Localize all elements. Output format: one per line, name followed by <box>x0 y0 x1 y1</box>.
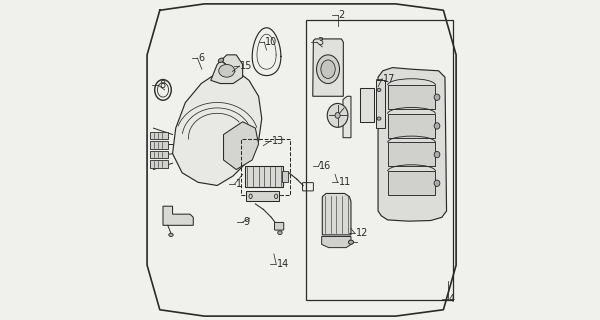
Text: 15: 15 <box>241 61 253 71</box>
Ellipse shape <box>321 60 335 78</box>
Bar <box>388 171 436 195</box>
Ellipse shape <box>219 64 235 77</box>
Bar <box>245 166 283 187</box>
Bar <box>241 139 290 195</box>
Text: 14: 14 <box>277 259 289 268</box>
Text: 9: 9 <box>244 217 250 227</box>
Ellipse shape <box>278 231 282 235</box>
Text: 12: 12 <box>356 228 368 238</box>
Text: 4: 4 <box>449 293 455 304</box>
Text: 3: 3 <box>317 37 323 47</box>
Text: 11: 11 <box>338 177 351 187</box>
FancyBboxPatch shape <box>275 222 284 230</box>
Ellipse shape <box>434 94 440 100</box>
Bar <box>150 132 168 139</box>
Text: 8: 8 <box>159 80 165 90</box>
Ellipse shape <box>434 151 440 158</box>
Ellipse shape <box>218 58 224 62</box>
Ellipse shape <box>349 240 353 244</box>
Polygon shape <box>378 68 446 221</box>
Text: 10: 10 <box>265 37 278 47</box>
Bar <box>388 85 436 109</box>
Ellipse shape <box>377 88 381 92</box>
Polygon shape <box>173 71 262 186</box>
Bar <box>388 142 436 166</box>
Bar <box>388 114 436 138</box>
Text: 1: 1 <box>236 179 242 189</box>
Bar <box>150 151 168 158</box>
Text: 16: 16 <box>319 161 332 172</box>
Bar <box>246 191 279 201</box>
Polygon shape <box>211 55 242 84</box>
Polygon shape <box>224 122 259 170</box>
Ellipse shape <box>335 113 340 118</box>
Bar <box>150 141 168 149</box>
Bar <box>283 171 288 182</box>
Ellipse shape <box>434 180 440 187</box>
Bar <box>307 20 453 300</box>
Ellipse shape <box>317 55 340 84</box>
Polygon shape <box>322 236 351 248</box>
Ellipse shape <box>169 233 173 236</box>
Bar <box>360 88 374 122</box>
Ellipse shape <box>377 117 381 120</box>
Polygon shape <box>343 96 351 138</box>
Bar <box>376 80 385 128</box>
Ellipse shape <box>434 123 440 129</box>
Text: 2: 2 <box>338 10 345 20</box>
Text: 6: 6 <box>199 53 205 63</box>
Polygon shape <box>322 194 351 235</box>
Polygon shape <box>163 206 193 225</box>
Polygon shape <box>313 39 343 96</box>
Text: 13: 13 <box>272 136 284 146</box>
Bar <box>150 160 168 168</box>
Text: 17: 17 <box>383 74 395 84</box>
Ellipse shape <box>327 103 348 127</box>
